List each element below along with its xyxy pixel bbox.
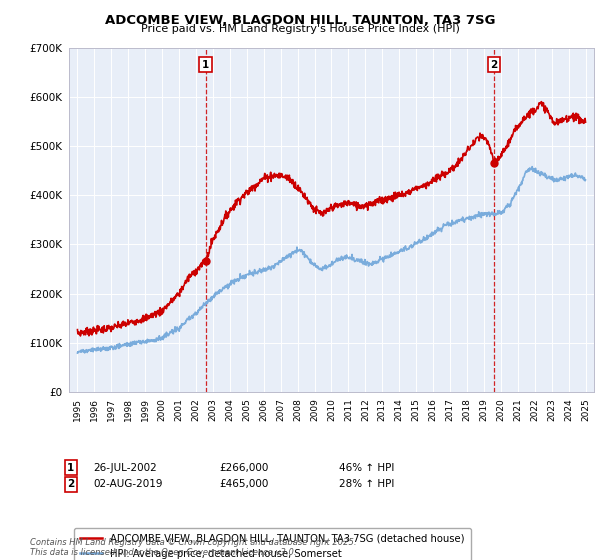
Text: 26-JUL-2002: 26-JUL-2002 [93,463,157,473]
Text: 28% ↑ HPI: 28% ↑ HPI [339,479,394,489]
Text: Price paid vs. HM Land Registry's House Price Index (HPI): Price paid vs. HM Land Registry's House … [140,24,460,34]
Text: 1: 1 [202,60,209,70]
Text: 2: 2 [490,60,497,70]
Text: 46% ↑ HPI: 46% ↑ HPI [339,463,394,473]
Legend: ADCOMBE VIEW, BLAGDON HILL, TAUNTON, TA3 7SG (detached house), HPI: Average pric: ADCOMBE VIEW, BLAGDON HILL, TAUNTON, TA3… [74,528,470,560]
Text: Contains HM Land Registry data © Crown copyright and database right 2025.
This d: Contains HM Land Registry data © Crown c… [30,538,356,557]
Text: 02-AUG-2019: 02-AUG-2019 [93,479,163,489]
Text: £465,000: £465,000 [219,479,268,489]
Text: ADCOMBE VIEW, BLAGDON HILL, TAUNTON, TA3 7SG: ADCOMBE VIEW, BLAGDON HILL, TAUNTON, TA3… [105,14,495,27]
Text: 1: 1 [67,463,74,473]
Text: 2: 2 [67,479,74,489]
Text: £266,000: £266,000 [219,463,268,473]
